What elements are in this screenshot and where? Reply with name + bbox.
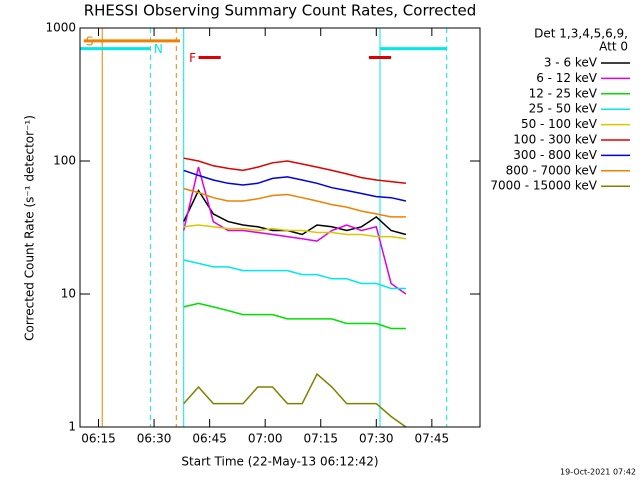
- flag-label: F: [189, 51, 196, 65]
- legend-label: 100 - 300 keV: [513, 133, 597, 147]
- x-tick-label: 07:15: [303, 432, 338, 446]
- flag-label: S: [86, 34, 94, 48]
- series-line: [183, 187, 406, 218]
- legend-label: 300 - 800 keV: [513, 148, 597, 162]
- x-axis-label: Start Time (22-May-13 06:12:42): [181, 455, 378, 469]
- y-tick-label: 1000: [45, 21, 76, 35]
- x-tick-label: 07:00: [248, 432, 283, 446]
- series-line: [183, 302, 406, 330]
- chart-title: RHESSI Observing Summary Count Rates, Co…: [84, 2, 477, 20]
- footer: 19-Oct-2021 07:42: [560, 468, 636, 477]
- series-line: [183, 259, 406, 290]
- legend-label: 6 - 12 keV: [536, 71, 598, 85]
- x-tick-label: 06:45: [192, 432, 227, 446]
- x-tick-label: 07:30: [359, 432, 394, 446]
- y-tick-label: 1: [68, 420, 76, 434]
- series-line: [182, 166, 407, 295]
- x-tick-label: 07:45: [415, 432, 450, 446]
- legend-label: 3 - 6 keV: [544, 56, 598, 70]
- legend-label: 12 - 25 keV: [529, 86, 598, 100]
- legend-label: 800 - 7000 keV: [506, 163, 598, 177]
- series-line: [183, 372, 407, 428]
- legend-label: 50 - 100 keV: [521, 117, 598, 131]
- x-tick-label: 06:30: [137, 432, 172, 446]
- y-axis-label: Corrected Count Rate (s⁻¹ detector⁻¹): [23, 115, 37, 341]
- legend-label: 25 - 50 keV: [529, 102, 598, 116]
- flag-label: N: [154, 42, 163, 56]
- x-tick-label: 06:15: [81, 432, 116, 446]
- series-line: [183, 224, 407, 240]
- series-line: [183, 157, 406, 185]
- plot-frame: [79, 27, 481, 428]
- legend-title: Att 0: [599, 40, 628, 54]
- y-tick-label: 100: [53, 154, 76, 168]
- series-line: [183, 188, 407, 236]
- legend-title: Det 1,3,4,5,6,9,: [534, 27, 628, 41]
- series-line: [183, 169, 407, 202]
- y-tick-label: 10: [61, 287, 76, 301]
- legend-label: 7000 - 15000 keV: [490, 179, 597, 193]
